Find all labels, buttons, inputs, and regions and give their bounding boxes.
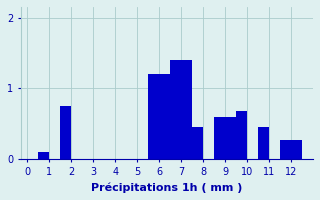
Bar — [60, 106, 71, 159]
Bar — [236, 111, 247, 159]
Bar — [170, 60, 181, 159]
Bar — [181, 60, 192, 159]
Bar — [258, 127, 269, 159]
Bar — [291, 140, 302, 159]
Bar — [214, 117, 225, 159]
Bar — [225, 117, 236, 159]
Bar — [280, 140, 291, 159]
Bar — [159, 74, 170, 159]
Bar — [148, 74, 159, 159]
X-axis label: Précipitations 1h ( mm ): Précipitations 1h ( mm ) — [91, 183, 243, 193]
Bar — [38, 152, 49, 159]
Bar — [192, 127, 203, 159]
